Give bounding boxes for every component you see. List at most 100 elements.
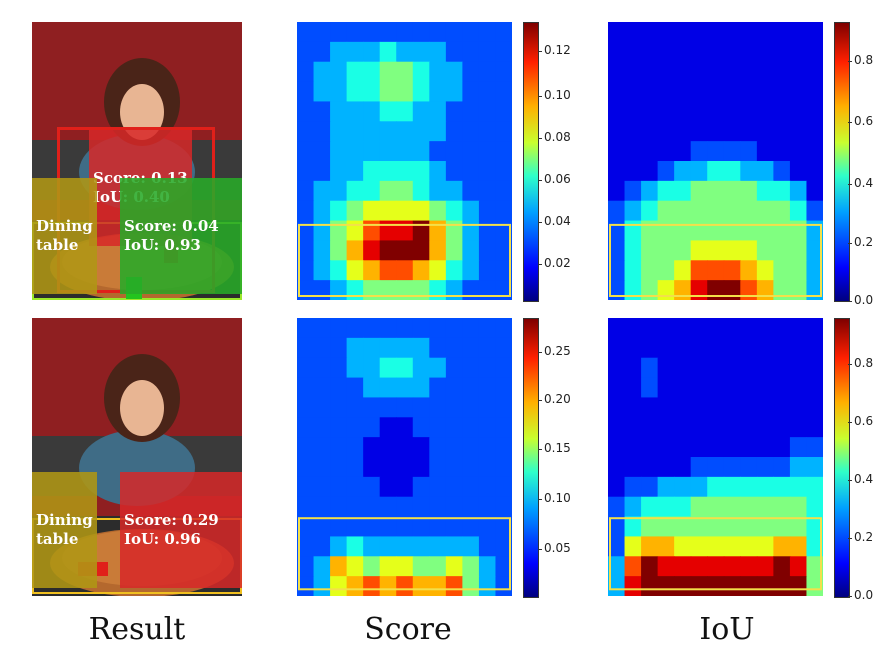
heatmap-cell <box>363 280 381 300</box>
heatmap-cell <box>756 61 774 83</box>
heatmap-cell <box>379 81 397 103</box>
heatmap-cell <box>462 41 480 63</box>
heatmap-cell <box>641 437 659 458</box>
heatmap-cell <box>396 496 414 518</box>
heatmap-cell <box>756 41 774 63</box>
heatmap-cell <box>690 337 708 359</box>
heatmap-cell <box>624 357 642 379</box>
heatmap-cell <box>740 180 758 202</box>
heatmap-cell <box>789 121 808 142</box>
heatmap-cell <box>429 417 447 438</box>
heatmap-cell <box>641 240 659 261</box>
heatmap-cell <box>412 417 430 438</box>
heatmap-cell <box>789 397 808 418</box>
heatmap-cell <box>429 536 447 557</box>
heatmap-cell <box>330 81 348 103</box>
heatmap-cell <box>806 437 823 458</box>
heatmap-cell <box>641 41 659 63</box>
heatmap-cell <box>330 576 348 596</box>
heatmap-cell <box>657 101 675 122</box>
heatmap-cell <box>624 516 642 538</box>
heatmap-cell <box>690 397 708 418</box>
heatmap-cell <box>330 318 348 339</box>
heatmap-cell <box>723 337 741 359</box>
heatmap-cell <box>740 240 758 261</box>
heatmap-cell <box>429 141 447 162</box>
heatmap-cell <box>396 318 414 339</box>
heatmap-cell <box>806 161 823 182</box>
heatmap-cell <box>723 377 741 399</box>
heatmap-cell <box>297 516 315 538</box>
heatmap-cell <box>495 200 512 222</box>
heatmap-cell <box>789 180 808 202</box>
heatmap-cell <box>478 41 497 63</box>
heatmap-cell <box>690 496 708 518</box>
heatmap-cell <box>462 457 480 478</box>
heatmap-cell <box>707 81 725 103</box>
heatmap-cell <box>462 81 480 103</box>
heatmap-cell <box>657 161 675 182</box>
heatmap-cell <box>756 437 774 458</box>
heatmap-cell <box>740 220 758 242</box>
tick: 0.0 <box>847 588 874 602</box>
heatmap-cell <box>396 397 414 418</box>
heatmap-cell <box>412 61 430 83</box>
heatmap-cell <box>346 377 364 399</box>
heatmap-cell <box>740 496 758 518</box>
heatmap-cell <box>412 516 430 538</box>
heatmap-cell <box>773 457 791 478</box>
heatmap-cell <box>707 220 725 242</box>
heatmap-cell <box>723 220 741 242</box>
heatmap-cell <box>624 496 642 518</box>
heatmap-cell <box>297 437 315 458</box>
iou-colorbar-row2 <box>834 318 850 598</box>
heatmap-cell <box>297 22 315 43</box>
heatmap-cell <box>396 457 414 478</box>
heatmap-cell <box>641 377 659 399</box>
heatmap-cell <box>363 516 381 538</box>
heatmap-cell <box>429 41 447 63</box>
heatmap-cell <box>723 81 741 103</box>
heatmap-cell <box>657 121 675 142</box>
heatmap-cell <box>624 61 642 83</box>
heatmap-cell <box>363 180 381 202</box>
heatmap-cell <box>674 556 692 577</box>
heatmap-cell <box>657 377 675 399</box>
heatmap-cell <box>297 141 315 162</box>
heatmap-cell <box>379 280 397 300</box>
iou-heatmap-row1 <box>608 22 823 300</box>
heatmap-cell <box>313 318 331 339</box>
heatmap-cell <box>674 101 692 122</box>
heatmap-cell <box>313 220 331 242</box>
heatmap-cell <box>495 161 512 182</box>
heatmap-cell <box>396 476 414 498</box>
heatmap-cell <box>773 576 791 596</box>
heatmap-cell <box>396 536 414 557</box>
heatmap-cell <box>657 141 675 162</box>
heatmap-cell <box>297 318 315 339</box>
tick: 0.04 <box>538 214 571 228</box>
heatmap-cell <box>806 556 823 577</box>
heatmap-cell <box>641 101 659 122</box>
heatmap-cell <box>806 476 823 498</box>
heatmap-cell <box>412 476 430 498</box>
heatmap-cell <box>478 516 497 538</box>
heatmap-cell <box>789 576 808 596</box>
heatmap-cell <box>608 161 626 182</box>
heatmap-cell <box>495 516 512 538</box>
heatmap-cell <box>773 516 791 538</box>
heatmap-cell <box>379 22 397 43</box>
heatmap-cell <box>707 280 725 300</box>
heatmap-cell <box>690 180 708 202</box>
heatmap-cell <box>429 240 447 261</box>
heatmap-cell <box>412 496 430 518</box>
heatmap-cell <box>641 417 659 438</box>
heatmap-cell <box>495 61 512 83</box>
heatmap-cell <box>657 496 675 518</box>
heatmap-cell <box>429 81 447 103</box>
heatmap-cell <box>624 397 642 418</box>
heatmap-cell <box>379 200 397 222</box>
heatmap-cell <box>806 536 823 557</box>
heatmap-cell <box>445 377 463 399</box>
heatmap-cell <box>297 576 315 596</box>
